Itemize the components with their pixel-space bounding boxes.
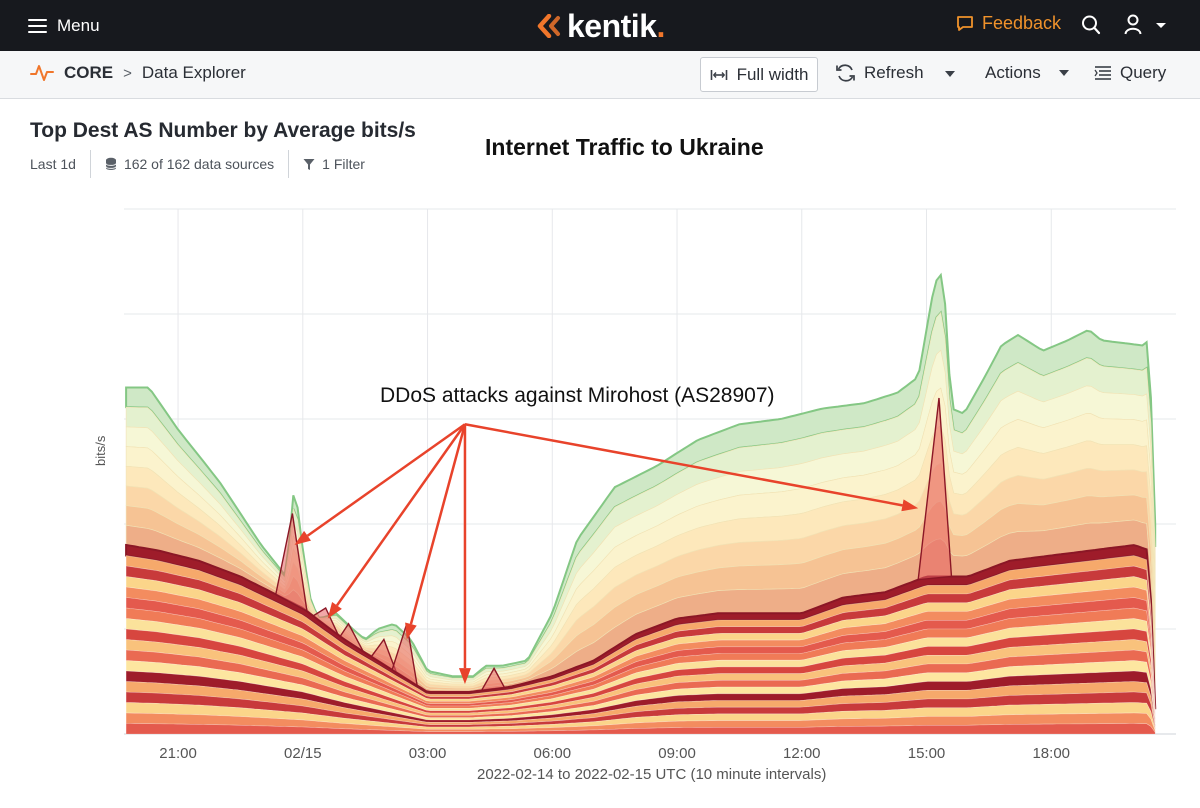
x-axis-ticks: 21:00 02/15 03:00 06:00 09:00 12:00 15:00 18:00 xyxy=(159,745,1070,762)
time-range[interactable]: Last 1d xyxy=(30,150,90,178)
filter-label: 1 Filter xyxy=(322,156,365,172)
user-menu[interactable] xyxy=(1124,14,1170,41)
feedback-button[interactable]: Feedback xyxy=(956,13,1061,34)
feedback-label: Feedback xyxy=(982,13,1062,33)
query-label: Query xyxy=(1120,63,1167,82)
search-icon[interactable] xyxy=(1081,14,1101,41)
top-nav: Menu kentik. Feedback xyxy=(0,0,1200,51)
full-width-icon xyxy=(710,69,727,80)
attack-spike xyxy=(311,606,339,636)
x-axis-title: 2022-02-14 to 2022-02-15 UTC (10 minute … xyxy=(477,766,827,783)
overlay-title: Internet Traffic to Ukraine xyxy=(485,134,764,160)
query-button[interactable]: Query xyxy=(1094,63,1166,83)
kentik-logo-icon xyxy=(537,14,560,38)
refresh-label: Refresh xyxy=(864,63,924,82)
full-width-label: Full width xyxy=(736,64,809,84)
caret-down-icon xyxy=(945,71,955,77)
panel-title: Top Dest AS Number by Average bits/s xyxy=(30,119,416,142)
annotation-arrow xyxy=(335,423,466,607)
x-tick-label: 21:00 xyxy=(159,745,197,762)
pulse-icon xyxy=(30,65,54,81)
kentik-logo[interactable]: kentik. xyxy=(536,8,665,44)
database-icon xyxy=(105,157,117,170)
stacked-areas xyxy=(125,272,1157,735)
x-tick-label: 02/15 xyxy=(284,745,322,762)
attack-spike xyxy=(480,666,506,692)
ddos-annotation: DDoS attacks against Mirohost (AS28907) xyxy=(380,384,775,407)
hamburger-icon xyxy=(28,19,47,33)
filter-icon xyxy=(303,158,315,170)
brand-name: kentik. xyxy=(567,7,665,44)
annotation-arrow xyxy=(409,423,467,625)
actions-menu[interactable]: Actions xyxy=(985,63,1069,83)
annotation-arrow xyxy=(464,423,903,507)
x-tick-label: 03:00 xyxy=(409,745,447,762)
data-sources[interactable]: 162 of 162 data sources xyxy=(89,150,288,178)
attack-spike xyxy=(917,397,953,581)
attack-spike xyxy=(274,513,308,613)
full-width-button[interactable]: Full width xyxy=(700,57,818,92)
user-icon xyxy=(1124,14,1166,35)
annotation-arrow xyxy=(306,423,466,537)
breadcrumb: CORE > Data Explorer xyxy=(30,63,246,83)
brand-dot: . xyxy=(656,7,665,44)
x-tick-label: 15:00 xyxy=(908,745,946,762)
panel-meta: Last 1d 162 of 162 data sources 1 Filter xyxy=(30,150,379,178)
refresh-button[interactable]: Refresh xyxy=(835,63,924,83)
breadcrumb-toolbar: CORE > Data Explorer Full width Refresh … xyxy=(0,51,1200,99)
query-icon xyxy=(1094,66,1111,80)
chevron-right-icon: > xyxy=(123,64,132,82)
refresh-icon xyxy=(836,64,855,82)
time-range-label: Last 1d xyxy=(30,156,76,172)
feedback-icon xyxy=(957,16,973,31)
menu-label: Menu xyxy=(57,16,100,35)
breadcrumb-core[interactable]: CORE xyxy=(64,63,114,82)
x-tick-label: 18:00 xyxy=(1032,745,1070,762)
attack-spikes xyxy=(274,397,953,692)
x-tick-label: 06:00 xyxy=(534,745,572,762)
caret-down-icon xyxy=(1058,70,1069,76)
x-tick-label: 12:00 xyxy=(783,745,821,762)
arrow-head xyxy=(405,622,417,640)
actions-label: Actions xyxy=(985,63,1041,82)
arrow-head xyxy=(901,499,919,512)
area-layer xyxy=(125,723,1156,735)
attack-spike xyxy=(370,638,398,675)
y-axis-label: bits/s xyxy=(93,435,108,466)
annotation-arrows xyxy=(294,423,919,685)
arrow-head xyxy=(294,530,312,545)
breadcrumb-page: Data Explorer xyxy=(141,63,246,82)
data-sources-label: 162 of 162 data sources xyxy=(123,156,275,172)
arrow-head xyxy=(327,601,342,619)
menu-button[interactable]: Menu xyxy=(28,14,100,38)
attack-spike xyxy=(391,623,419,687)
filters[interactable]: 1 Filter xyxy=(288,150,379,178)
arrow-head xyxy=(458,668,471,685)
x-tick-label: 09:00 xyxy=(658,745,696,762)
refresh-options-dropdown[interactable] xyxy=(945,71,955,77)
attack-spike xyxy=(339,622,365,654)
